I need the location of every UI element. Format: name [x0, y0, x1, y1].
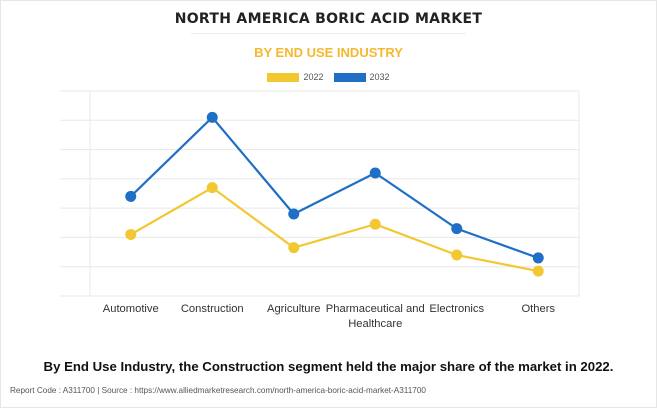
- legend-label-2032: 2032: [369, 72, 390, 82]
- legend-item-2022[interactable]: 2022: [267, 72, 324, 82]
- series-2032-point: [451, 223, 463, 235]
- series-2022-line: [129, 186, 540, 273]
- title-divider: [191, 33, 466, 34]
- series-2022-point: [451, 249, 463, 261]
- legend-label-2022: 2022: [303, 72, 324, 82]
- series-2032-point: [125, 190, 137, 202]
- legend-item-2032[interactable]: 2032: [333, 72, 390, 82]
- series-2032-point: [369, 167, 381, 179]
- chart-subtitle: BY END USE INDUSTRY: [254, 45, 403, 60]
- series-2022-point: [532, 265, 544, 277]
- x-tick-label: Pharmaceutical and Healthcare: [326, 303, 425, 330]
- legend-swatch-2022: [267, 72, 300, 82]
- x-tick-label: Automotive: [103, 303, 159, 315]
- series-2032-line: [129, 116, 540, 260]
- x-tick-label: Electronics: [429, 303, 484, 315]
- x-tick-label: Others: [521, 303, 555, 315]
- chart-title: NORTH AMERICA BORIC ACID MARKET: [174, 11, 483, 27]
- chart-legend: 2022 2032: [0, 72, 657, 82]
- x-tick-label: Construction: [181, 303, 244, 315]
- series-2022-point: [369, 218, 381, 230]
- series-2022-point: [206, 182, 218, 194]
- series-2022-point: [288, 242, 300, 254]
- series-2032-point: [206, 111, 218, 123]
- x-tick-label: Agriculture: [267, 303, 320, 315]
- report-source-footer: Report Code : A311700 | Source : https:/…: [10, 386, 426, 395]
- series-2022-point: [125, 229, 137, 240]
- legend-swatch-2032: [333, 72, 366, 82]
- series-2032-point: [288, 208, 300, 220]
- series-2032-point: [532, 252, 544, 264]
- chart-caption: By End Use Industry, the Construction se…: [43, 359, 614, 374]
